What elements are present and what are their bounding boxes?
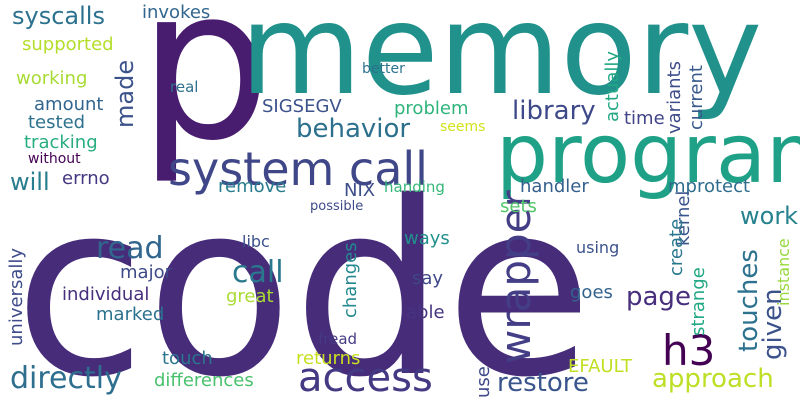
word-sigsegv: SIGSEGV — [262, 96, 342, 117]
word-returns: returns — [296, 348, 361, 369]
word-real: real — [170, 78, 199, 96]
word-great: great — [226, 286, 274, 307]
word-access: access — [298, 355, 433, 400]
word-seems: seems — [440, 119, 486, 135]
word-current: current — [686, 65, 707, 130]
word-major: major — [120, 262, 172, 283]
word-create: create — [666, 218, 687, 276]
word-handing: handing — [384, 178, 445, 196]
word-goes: goes — [570, 282, 613, 303]
word-strange: strange — [688, 267, 709, 336]
word-tracking: tracking — [24, 132, 98, 153]
word-system-call: system call — [168, 142, 428, 196]
word-supported: supported — [22, 34, 114, 55]
word-p: p — [138, 0, 272, 187]
word-amount: amount — [34, 94, 104, 115]
word-behavior: behavior — [296, 114, 411, 144]
word-touch: touch — [162, 348, 213, 369]
word-differences: differences — [154, 370, 254, 391]
word-errno: errno — [62, 168, 110, 189]
word-code: code — [14, 150, 593, 400]
word-h3: h3 — [662, 326, 716, 375]
word-restore: restore — [497, 368, 589, 398]
word-read: read — [96, 231, 164, 266]
word-ways: ways — [404, 228, 450, 249]
word-directly: directly — [10, 361, 122, 396]
word-instance: instance — [774, 238, 793, 306]
word-invokes: invokes — [142, 2, 211, 23]
word-mprotect: mprotect — [668, 176, 751, 197]
word-individual: individual — [62, 284, 150, 305]
word-made: made — [111, 59, 139, 128]
word-memory: memory — [240, 0, 763, 123]
word-remove: remove — [218, 176, 287, 197]
word-time: time — [624, 108, 665, 129]
word-will: will — [10, 168, 50, 196]
word-problem: problem — [394, 98, 469, 119]
word-libc: libc — [242, 232, 270, 251]
word-sets: sets — [500, 196, 537, 217]
word-using: using — [576, 238, 620, 257]
word-use: use — [473, 366, 494, 398]
word-efault: EFAULT — [568, 356, 633, 377]
word-say: say — [412, 268, 444, 289]
word-approach: approach — [652, 364, 774, 394]
word-tested: tested — [28, 112, 86, 133]
word-call: call — [232, 255, 284, 290]
word-library: library — [512, 96, 596, 126]
word-work: work — [740, 202, 799, 230]
word-better: better — [362, 61, 405, 77]
word-possible: possible — [310, 199, 364, 214]
word-working: working — [16, 68, 88, 89]
word-syscalls: syscalls — [12, 2, 105, 30]
word-handler: handler — [520, 176, 589, 197]
word-program: program — [496, 107, 800, 202]
word-marked: marked — [96, 304, 165, 325]
word-variants: variants — [664, 61, 685, 134]
word-universally: universally — [6, 247, 27, 346]
word-without: without — [28, 151, 81, 167]
word-fread: fread — [318, 330, 358, 348]
word-able: able — [406, 302, 445, 323]
word-actually: actually — [602, 50, 623, 122]
word-changes: changes — [340, 242, 361, 318]
word-page: page — [626, 282, 691, 312]
word-nix: NIX — [344, 180, 376, 201]
